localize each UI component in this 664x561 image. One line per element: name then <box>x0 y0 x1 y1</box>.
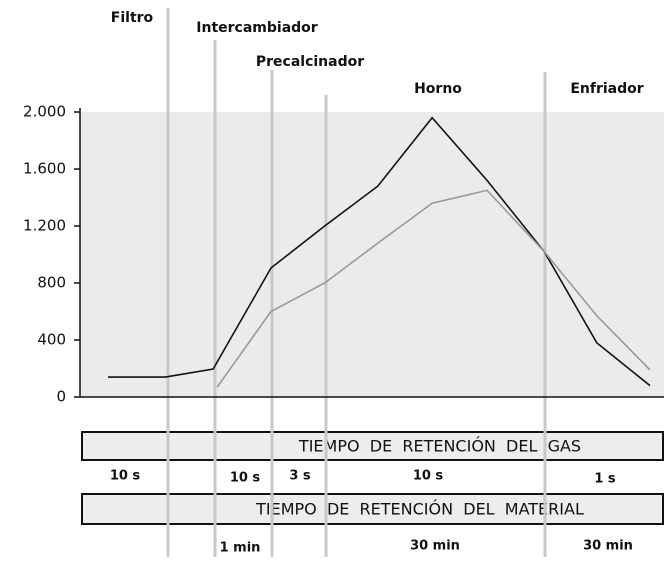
section-label: Intercambiador <box>196 20 318 36</box>
section-label: Enfriador <box>570 81 643 97</box>
material-retention-title: TIEMPO DE RETENCIÓN DEL MATERIAL <box>255 500 584 519</box>
data-line <box>216 189 651 388</box>
gas-time: 1 s <box>594 472 616 487</box>
plot-area <box>80 112 664 397</box>
section-label: Precalcinador <box>256 54 364 70</box>
material-retention-bar <box>81 493 664 525</box>
data-line <box>108 116 651 387</box>
y-tick-label: 1.200 <box>23 217 66 235</box>
y-tick-label: 1.600 <box>23 160 66 178</box>
gas-time: 3 s <box>289 469 311 484</box>
section-label: Filtro <box>111 10 154 26</box>
gas-time: 10 s <box>230 471 261 486</box>
gas-retention-bar <box>81 431 664 461</box>
y-tick-label: 800 <box>37 274 66 292</box>
gas-time: 10 s <box>110 469 141 484</box>
y-tick-label: 2.000 <box>23 103 66 121</box>
y-tick-label: 400 <box>37 331 66 349</box>
gas-retention-title: TIEMPO DE RETENCIÓN DEL GAS <box>298 437 581 456</box>
material-time: 30 min <box>410 539 460 554</box>
material-time: 30 min <box>583 539 633 554</box>
material-time: 1 min <box>220 541 261 556</box>
section-label: Horno <box>414 81 462 97</box>
gas-time: 10 s <box>413 469 444 484</box>
y-tick-label: 0 <box>56 388 66 406</box>
